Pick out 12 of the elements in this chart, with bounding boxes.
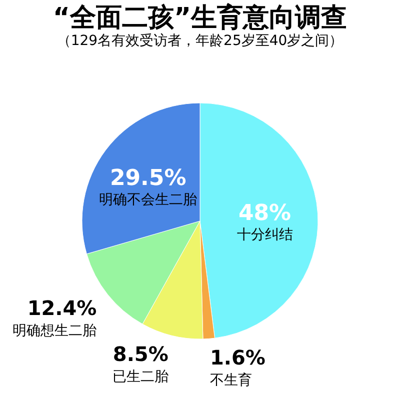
chart-subtitle: （129名有效受访者，年龄25岁至40岁之间） [56,33,344,49]
data-label: 48% [238,200,292,226]
slice-label: 明确想生二胎 [12,323,97,340]
data-label: 1.6% [210,346,266,370]
slice-label: 明确不会生二胎 [99,192,198,208]
data-label: 29.5% [110,166,186,192]
slice-label: 十分纠结 [236,226,293,243]
data-label: 8.5% [112,342,168,366]
slice-label: 已生二胎 [112,369,168,386]
slice-label: 不生育 [210,372,252,389]
chart-title: “全面二孩”生育意向调查 [52,2,348,33]
data-label: 12.4% [27,296,97,320]
